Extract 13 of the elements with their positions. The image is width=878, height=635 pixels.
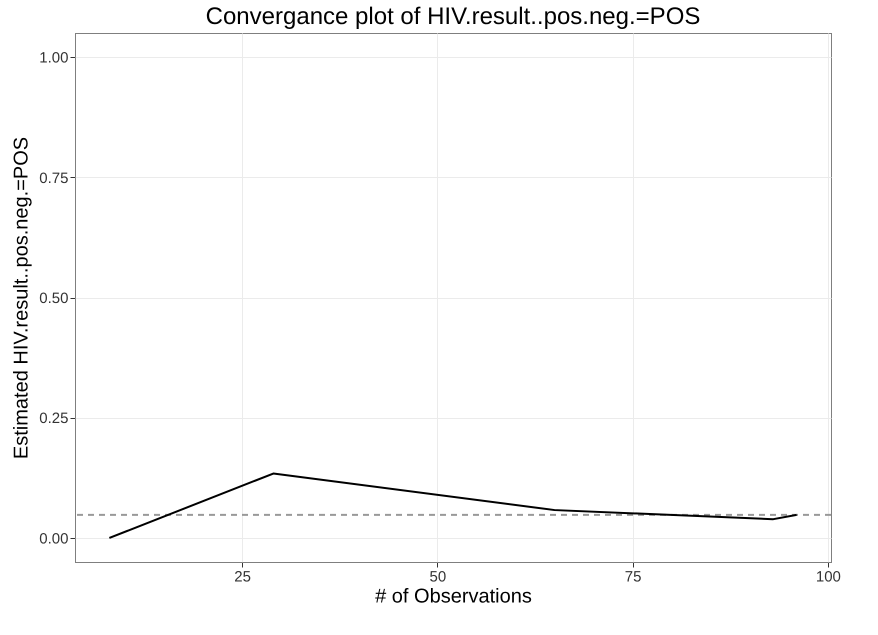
line-series <box>108 472 798 539</box>
x-tick-label: 50 <box>430 568 446 586</box>
y-tick-label: 1.00 <box>39 50 68 67</box>
x-tick-label: 100 <box>816 568 841 586</box>
y-tick-label: 0.00 <box>39 530 68 548</box>
chart-title: Convergance plot of HIV.result..pos.neg.=POS <box>206 3 700 30</box>
y-tick-label: 0.50 <box>39 290 68 307</box>
x-tick-label: 25 <box>234 568 251 586</box>
y-tick-label: 0.75 <box>39 170 68 187</box>
y-axis-title: Estimated HIV.result..pos.neg.=POS <box>10 136 32 460</box>
x-axis-title: # of Observations <box>375 586 532 608</box>
x-tick-label: 75 <box>624 568 642 586</box>
y-tick-label: 0.25 <box>39 410 68 428</box>
